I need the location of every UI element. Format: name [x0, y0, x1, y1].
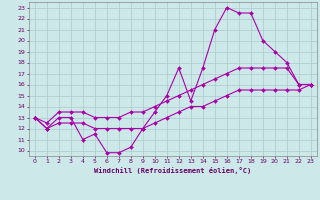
X-axis label: Windchill (Refroidissement éolien,°C): Windchill (Refroidissement éolien,°C)	[94, 167, 252, 174]
